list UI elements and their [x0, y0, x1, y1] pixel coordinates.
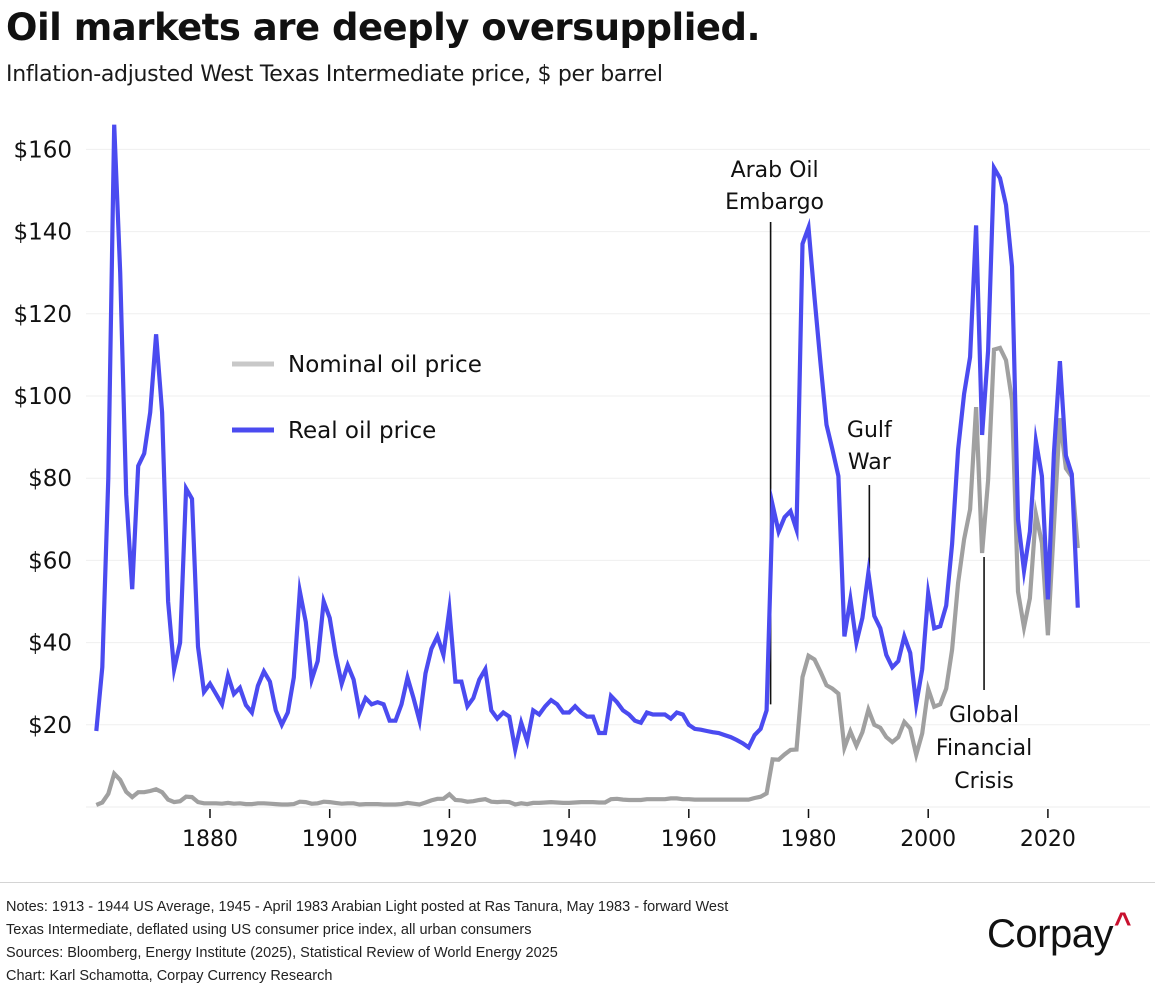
legend-label: Nominal oil price	[288, 352, 482, 378]
y-tick-label: $120	[13, 302, 72, 328]
notes-line: Texas Intermediate, deflated using US co…	[6, 922, 532, 938]
x-tick-label: 1920	[421, 827, 477, 852]
legend-item: Real oil price	[232, 418, 436, 444]
annotation-global-financial-crisis: Global Financial Crisis	[936, 557, 1032, 794]
x-tick-label: 1880	[182, 827, 238, 852]
y-tick-label: $140	[13, 220, 72, 246]
legend: Nominal oil price Real oil price	[232, 352, 482, 444]
legend-label: Real oil price	[288, 418, 436, 444]
y-tick-label: $20	[28, 713, 72, 739]
notes-line: Notes: 1913 - 1944 US Average, 1945 - Ap…	[6, 899, 729, 915]
annotation-label: Financial	[936, 736, 1032, 761]
y-tick-label: $80	[28, 466, 72, 492]
annotation-gulf-war: Gulf War	[847, 418, 893, 569]
chart-title: Oil markets are deeply oversupplied.	[6, 6, 761, 49]
nominal-oil-price-line	[95, 345, 1080, 807]
annotation-label: Arab Oil	[731, 158, 819, 183]
chart-subtitle: Inflation-adjusted West Texas Intermedia…	[6, 62, 663, 87]
logo-text: Corpay	[987, 912, 1113, 956]
x-tick-label: 1980	[781, 827, 837, 852]
x-axis: 1880 1900 1920 1940 1960 1980 2000 2020	[182, 809, 1076, 852]
annotation-label: Global	[949, 703, 1019, 728]
real-oil-price-line	[94, 124, 1080, 761]
sources-line: Sources: Bloomberg, Energy Institute (20…	[6, 945, 558, 961]
credit-line: Chart: Karl Schamotta, Corpay Currency R…	[6, 968, 333, 984]
annotation-arab-oil-embargo: Arab Oil Embargo	[725, 158, 824, 705]
y-tick-label: $40	[28, 631, 72, 657]
series-lines	[94, 124, 1080, 807]
footer-divider	[0, 882, 1155, 883]
x-tick-label: 1900	[302, 827, 358, 852]
x-tick-label: 1940	[541, 827, 597, 852]
corpay-logo: Corpay^	[987, 907, 1131, 957]
oil-price-chart: $20 $40 $60 $80 $100 $120 $140 $160 1880 1900 192…	[13, 124, 1150, 852]
x-tick-label: 2000	[900, 827, 956, 852]
footer-notes: Notes: 1913 - 1944 US Average, 1945 - Ap…	[6, 896, 886, 988]
x-tick-label: 1960	[661, 827, 717, 852]
y-tick-label: $160	[13, 137, 72, 163]
y-axis: $20 $40 $60 $80 $100 $120 $140 $160	[13, 137, 72, 738]
annotation-label: Gulf	[847, 418, 893, 443]
annotations: Arab Oil Embargo Gulf War Global Financial Cri…	[725, 158, 1032, 794]
annotation-label: War	[848, 450, 892, 475]
y-tick-label: $60	[28, 548, 72, 574]
legend-item: Nominal oil price	[232, 352, 482, 378]
x-tick-label: 2020	[1020, 827, 1076, 852]
logo-caret-icon: ^	[1113, 907, 1132, 940]
annotation-label: Crisis	[954, 769, 1014, 794]
y-tick-label: $100	[13, 384, 72, 410]
annotation-label: Embargo	[725, 190, 824, 215]
